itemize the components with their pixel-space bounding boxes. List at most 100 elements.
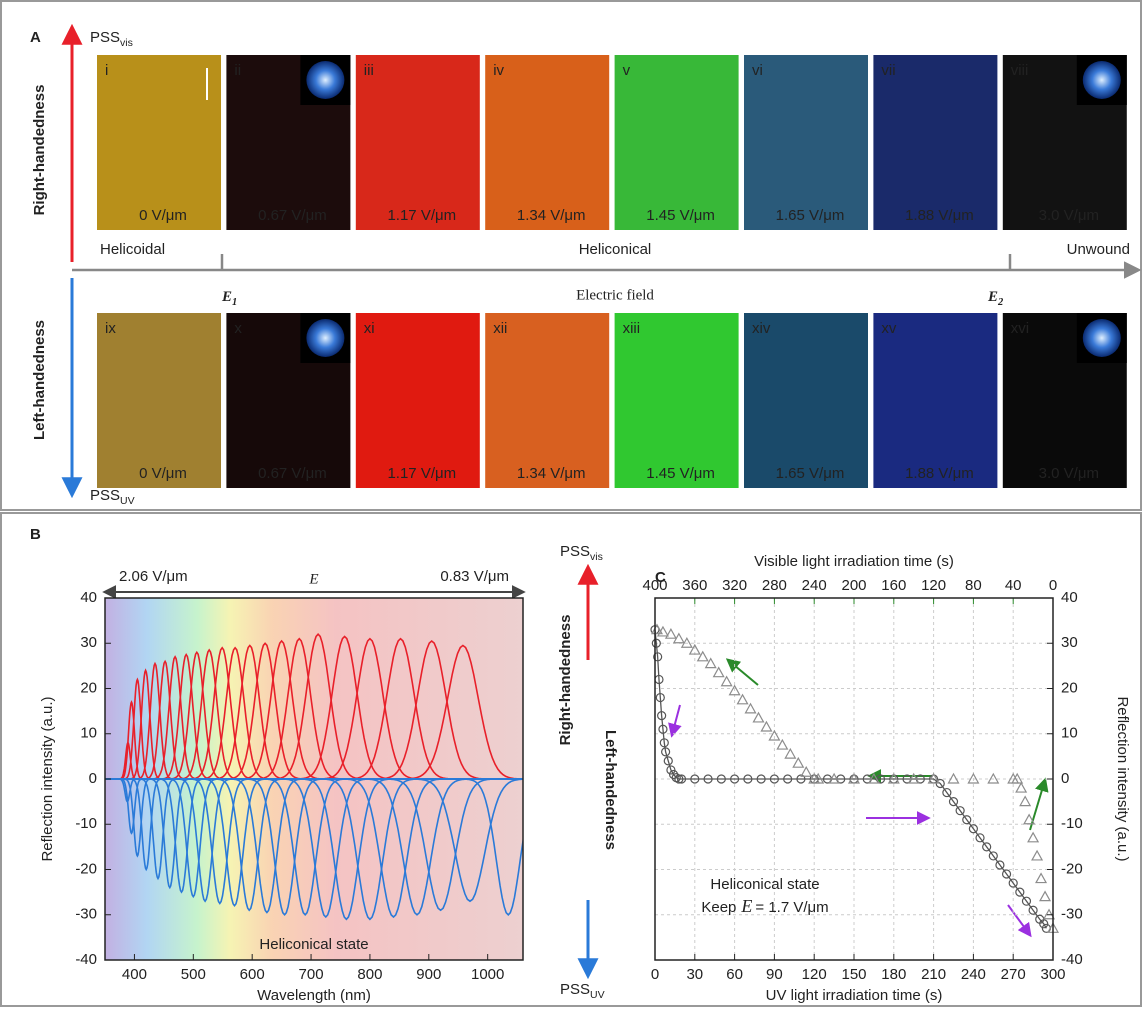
- point: [666, 765, 676, 775]
- y-tick-label: 30: [80, 634, 97, 651]
- peak: [301, 635, 389, 780]
- main-text: E: [221, 289, 232, 305]
- side-label: Right-handedness: [557, 615, 574, 746]
- panel-label: A: [30, 29, 41, 46]
- field-label: 1.45 V/μm: [646, 465, 715, 482]
- inset-pattern: [1082, 61, 1121, 99]
- field-label: 0.67 V/μm: [258, 207, 327, 224]
- point: [1021, 896, 1032, 906]
- main-text: PSS: [560, 981, 590, 998]
- y-axis-label: Reflection intensity (a.u.): [1114, 696, 1131, 861]
- field-label: 0 V/μm: [139, 465, 187, 482]
- micrograph: [873, 313, 998, 488]
- micrograph: [355, 55, 480, 230]
- main-text: E: [987, 289, 998, 305]
- peak: [130, 668, 161, 780]
- peak: [121, 700, 142, 780]
- point: [975, 833, 985, 843]
- point: [784, 747, 797, 759]
- subscript: UV: [120, 495, 135, 507]
- y-tick-label: 40: [1061, 589, 1078, 606]
- phase-label: Helicoidal: [100, 241, 165, 258]
- point: [948, 797, 959, 807]
- point: [704, 657, 717, 669]
- x2-tick-label: 280: [762, 577, 787, 594]
- point: [674, 774, 684, 784]
- tile-label: vi: [752, 62, 763, 79]
- y-tick-label: -10: [1061, 815, 1083, 832]
- peak: [324, 637, 416, 780]
- tile-label: iii: [364, 62, 374, 79]
- peak: [171, 650, 222, 780]
- field-label: 1.17 V/μm: [387, 207, 456, 224]
- subscript: 1: [232, 297, 237, 308]
- field-label: 1.34 V/μm: [517, 207, 586, 224]
- point: [800, 765, 813, 777]
- micrograph: [485, 313, 610, 488]
- peak: [418, 778, 522, 903]
- axis-end: PSSUV: [90, 487, 135, 507]
- micrograph: [97, 313, 221, 488]
- point: [988, 851, 998, 861]
- point: [703, 774, 713, 784]
- point: [657, 711, 667, 721]
- subscript: UV: [590, 989, 605, 1001]
- peak: [305, 778, 388, 921]
- point: [651, 638, 661, 648]
- phase-label: Heliconical: [579, 241, 652, 258]
- x-tick-label: 120: [802, 966, 827, 983]
- field-symbol: E: [308, 571, 318, 587]
- peak: [244, 639, 319, 780]
- point: [736, 693, 749, 705]
- y-tick-label: -10: [75, 815, 97, 832]
- main-text: PSS: [90, 29, 120, 46]
- y-tick-label: -30: [1061, 906, 1083, 923]
- y-tick-label: 0: [1061, 770, 1069, 787]
- point: [942, 787, 952, 798]
- peak: [218, 778, 281, 912]
- condition: Keep E = 1.7 V/μm: [701, 896, 828, 916]
- threshold-label: E1: [221, 289, 237, 308]
- peak: [391, 778, 491, 912]
- micrograph: [744, 313, 868, 488]
- point: [676, 774, 687, 784]
- inset-pattern: [1082, 319, 1121, 357]
- point: [1028, 905, 1038, 915]
- point: [1027, 831, 1040, 843]
- point: [967, 772, 980, 784]
- micrograph: [485, 55, 610, 230]
- point: [663, 756, 673, 766]
- field-label: 3.0 V/μm: [1039, 207, 1099, 224]
- annotation: Heliconical state: [259, 936, 368, 953]
- peak: [205, 778, 264, 908]
- point: [1031, 849, 1044, 861]
- x2-tick-label: 360: [682, 577, 707, 594]
- peak: [146, 659, 184, 780]
- point: [867, 772, 880, 784]
- x2-tick-label: 400: [642, 577, 667, 594]
- tile-label: i: [105, 62, 108, 79]
- inset-pattern: [306, 61, 345, 99]
- arrows: [668, 658, 1049, 938]
- point: [776, 738, 789, 750]
- y-tick-label: -30: [75, 906, 97, 923]
- y-tick-label: -20: [75, 860, 97, 877]
- peak: [353, 637, 449, 780]
- point: [1007, 772, 1020, 784]
- point: [716, 774, 726, 784]
- series-line: [654, 629, 1047, 929]
- point: [828, 772, 841, 784]
- peak: [268, 778, 343, 917]
- point: [927, 772, 940, 784]
- y-tick-label: 40: [80, 589, 97, 606]
- micrograph: [614, 313, 739, 488]
- peak: [382, 639, 482, 780]
- point: [1023, 813, 1036, 825]
- point: [796, 774, 806, 784]
- condition-rest: = 1.7 V/μm: [755, 899, 828, 916]
- condition-symbol: E: [740, 896, 752, 916]
- x-tick-label: 270: [1001, 966, 1026, 983]
- x-tick-label: 800: [357, 966, 382, 983]
- x2-tick-label: 200: [841, 577, 866, 594]
- peak: [467, 778, 523, 916]
